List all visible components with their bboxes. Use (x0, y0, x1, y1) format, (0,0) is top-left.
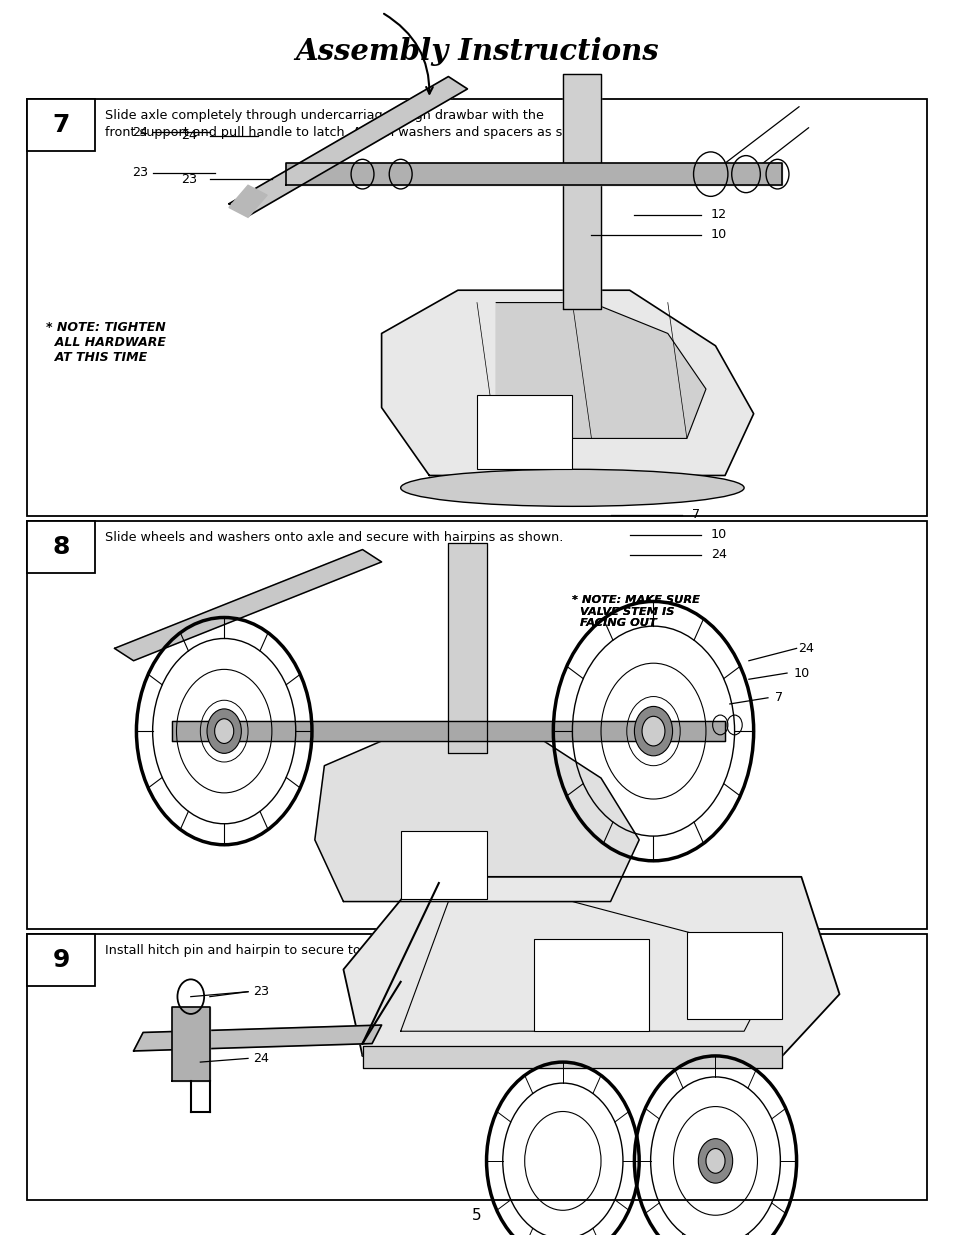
Text: 24: 24 (253, 1052, 269, 1065)
Text: 23: 23 (181, 173, 197, 185)
Bar (27, 99, 926, 516)
Circle shape (705, 1149, 724, 1173)
Polygon shape (114, 550, 381, 661)
Text: 10: 10 (710, 228, 726, 241)
Text: 7: 7 (52, 112, 70, 137)
Text: 9: 9 (52, 947, 70, 972)
Text: 24: 24 (181, 130, 197, 142)
Bar (476, 395, 572, 469)
Text: * NOTE: TIGHTEN
  ALL HARDWARE
  AT THIS TIME: * NOTE: TIGHTEN ALL HARDWARE AT THIS TIM… (46, 321, 166, 364)
Polygon shape (381, 290, 753, 475)
Polygon shape (362, 1046, 781, 1068)
Bar (27, 521, 926, 929)
Circle shape (698, 1139, 732, 1183)
Circle shape (641, 716, 664, 746)
Polygon shape (229, 185, 267, 217)
Bar (686, 932, 781, 1019)
Text: 5: 5 (472, 1208, 481, 1223)
Polygon shape (133, 1025, 381, 1051)
Polygon shape (343, 877, 839, 1056)
Circle shape (634, 706, 672, 756)
Ellipse shape (400, 469, 743, 506)
Bar (27, 934, 95, 986)
Bar (27, 934, 926, 1200)
Text: 8: 8 (52, 535, 70, 559)
Polygon shape (172, 721, 724, 741)
Text: 24: 24 (798, 642, 814, 655)
Text: 10: 10 (710, 529, 726, 541)
FancyArrowPatch shape (384, 14, 433, 94)
Text: 10: 10 (793, 667, 809, 679)
Circle shape (214, 719, 233, 743)
Text: 23: 23 (253, 986, 269, 998)
Polygon shape (562, 74, 600, 309)
Text: 7: 7 (691, 509, 700, 521)
Polygon shape (496, 303, 705, 438)
Text: 7: 7 (774, 692, 782, 704)
Bar (27, 99, 95, 151)
Text: Assembly Instructions: Assembly Instructions (294, 37, 659, 67)
Bar (400, 831, 486, 899)
Text: * NOTE: MAKE SURE
  VALVE STEM IS
  FACING OUT: * NOTE: MAKE SURE VALVE STEM IS FACING O… (572, 595, 700, 629)
Circle shape (207, 709, 241, 753)
Polygon shape (286, 163, 781, 185)
Bar (27, 521, 95, 573)
Polygon shape (314, 729, 639, 902)
Text: Slide axle completely through undercarriage. Align drawbar with the
front suppor: Slide axle completely through undercarri… (105, 109, 600, 140)
Bar (534, 939, 648, 1031)
Text: 24: 24 (710, 548, 726, 561)
Text: * NOTE: MAKE SURE
  VALVE STEM IS
  FACING OUT: * NOTE: MAKE SURE VALVE STEM IS FACING O… (572, 595, 700, 629)
Text: 24: 24 (132, 126, 148, 138)
Polygon shape (172, 1007, 210, 1081)
Text: Slide wheels and washers onto axle and secure with hairpins as shown.: Slide wheels and washers onto axle and s… (105, 531, 562, 545)
Text: 12: 12 (710, 209, 726, 221)
Polygon shape (229, 77, 467, 216)
Text: 23: 23 (132, 167, 148, 179)
Polygon shape (448, 543, 486, 753)
Text: Install hitch pin and hairpin to secure to attachment vehicle.: Install hitch pin and hairpin to secure … (105, 944, 492, 957)
